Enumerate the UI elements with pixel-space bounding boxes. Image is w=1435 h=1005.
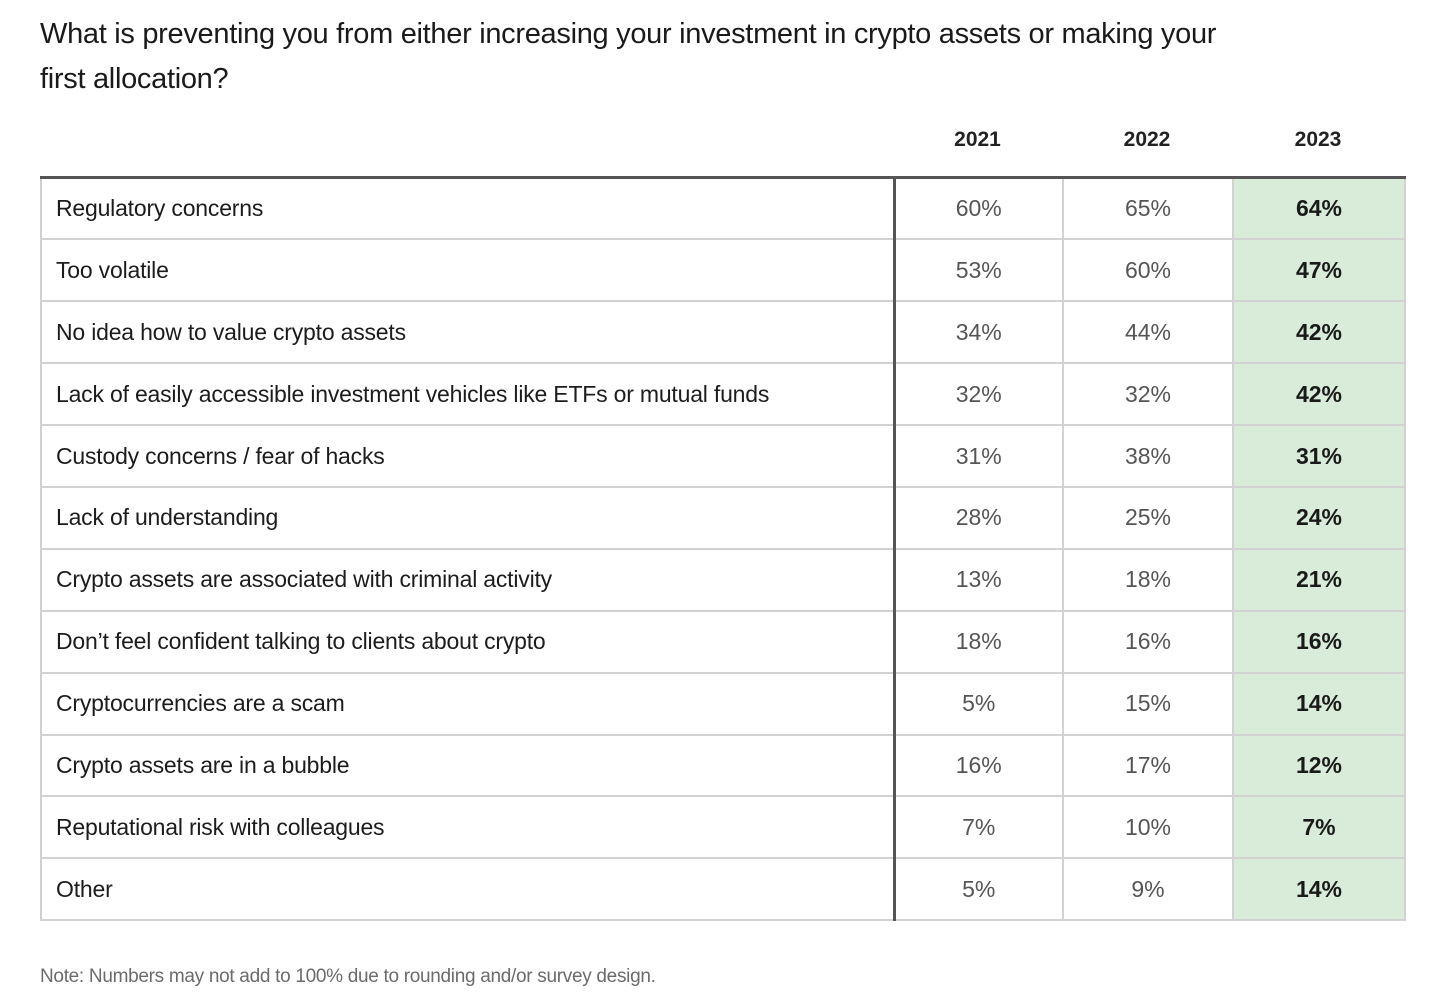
cell-2023: 47% (1233, 239, 1406, 303)
table-row: Crypto assets are associated with crimin… (40, 548, 1406, 612)
cell-2022: 9% (1063, 858, 1234, 922)
table-row: Don’t feel confident talking to clients … (40, 610, 1406, 674)
table-row: Lack of understanding 28% 25% 24% (40, 486, 1406, 550)
cell-2023: 64% (1233, 176, 1406, 241)
table-row: Lack of easily accessible investment veh… (40, 363, 1406, 427)
row-label: Don’t feel confident talking to clients … (40, 610, 896, 674)
row-label: Lack of easily accessible investment veh… (40, 363, 896, 427)
cell-2023: 42% (1233, 301, 1406, 365)
table-row: Custody concerns / fear of hacks 31% 38% 31… (40, 425, 1406, 488)
cell-2021: 34% (894, 301, 1064, 365)
column-header-2023: 2023 (1294, 128, 1342, 151)
column-header-2022: 2022 (1123, 128, 1171, 151)
cell-2022: 25% (1063, 486, 1234, 550)
cell-2022: 10% (1063, 796, 1234, 860)
cell-2023: 24% (1233, 486, 1406, 550)
table-row: No idea how to value crypto assets 34% 44%… (40, 301, 1406, 365)
row-label: Custody concerns / fear of hacks (40, 425, 896, 488)
cell-2023: 16% (1233, 610, 1406, 674)
row-label: Regulatory concerns (40, 176, 896, 241)
column-header-2021: 2021 (954, 128, 1001, 151)
row-label: Crypto assets are in a bubble (40, 734, 896, 798)
cell-2023: 7% (1233, 796, 1406, 860)
cell-2022: 16% (1063, 610, 1234, 674)
row-label: Lack of understanding (40, 486, 896, 550)
cell-2023: 21% (1233, 548, 1406, 612)
cell-2023: 14% (1233, 672, 1406, 736)
cell-2021: 18% (894, 610, 1064, 674)
data-table: Regulatory concerns 60% 65% 64% Too volatile… (40, 176, 1406, 943)
cell-2021: 13% (894, 548, 1064, 612)
cell-2022: 65% (1063, 176, 1234, 241)
cell-2021: 32% (894, 363, 1064, 427)
row-label: Too volatile (40, 239, 896, 303)
table-row: Reputational risk with colleagues 7% 10% 7% (40, 796, 1406, 860)
table-row: Cryptocurrencies are a scam 5% 15% 14% (40, 672, 1406, 736)
cell-2022: 60% (1063, 239, 1234, 303)
row-label: Reputational risk with colleagues (40, 796, 896, 860)
cell-2021: 60% (894, 176, 1064, 241)
row-label: Crypto assets are associated with crimin… (40, 548, 896, 612)
table-row: Regulatory concerns 60% 65% 64% (40, 176, 1406, 241)
cell-2023: 14% (1233, 858, 1406, 922)
cell-2021: 28% (894, 486, 1064, 550)
row-label: No idea how to value crypto assets (40, 301, 896, 365)
cell-2022: 32% (1063, 363, 1234, 427)
cell-2021: 5% (894, 672, 1064, 736)
cell-2022: 17% (1063, 734, 1234, 798)
cell-2022: 18% (1063, 548, 1234, 612)
cell-2022: 44% (1063, 301, 1234, 365)
cell-2021: 16% (894, 734, 1064, 798)
chart-title: What is preventing you from either incre… (40, 18, 1217, 95)
cell-2022: 38% (1063, 425, 1234, 488)
cell-2023: 12% (1233, 734, 1406, 798)
row-label: Cryptocurrencies are a scam (40, 672, 896, 736)
cell-2022: 15% (1063, 672, 1234, 736)
cell-2021: 7% (894, 796, 1064, 860)
footnote: Note: Numbers may not add to 100% due to… (40, 966, 656, 987)
table-row: Too volatile 53% 60% 47% (40, 239, 1406, 303)
table-row: Other 5% 9% 14% (40, 858, 1406, 922)
row-label: Other (40, 858, 896, 922)
cell-2023: 42% (1233, 363, 1406, 427)
cell-2021: 5% (894, 858, 1064, 922)
cell-2021: 53% (894, 239, 1064, 303)
table-row: Crypto assets are in a bubble 16% 17% 12% (40, 734, 1406, 798)
cell-2021: 31% (894, 425, 1064, 488)
cell-2023: 31% (1233, 425, 1406, 488)
